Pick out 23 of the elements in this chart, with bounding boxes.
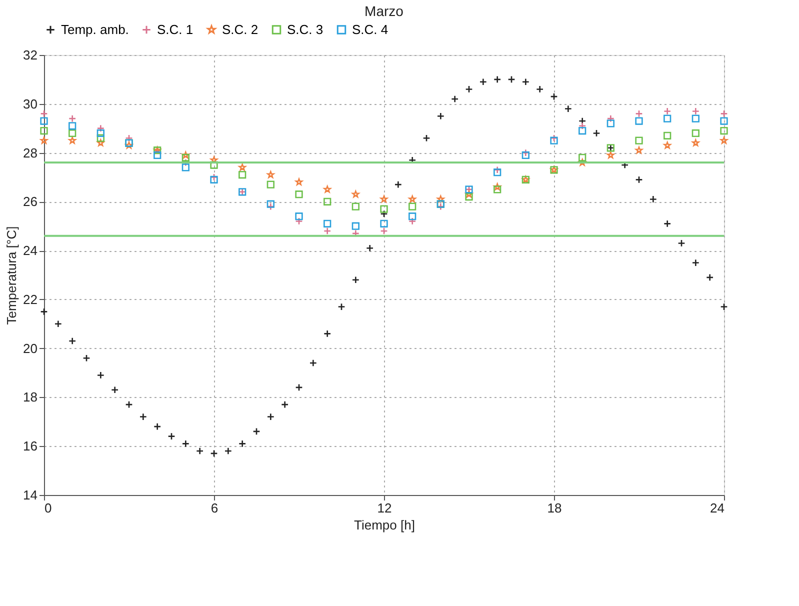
y-tick-label: 32: [23, 48, 38, 62]
y-tick-label: 16: [23, 438, 38, 454]
y-tick-label: 22: [23, 292, 38, 307]
y-tick-label: 30: [23, 96, 38, 112]
x-tick-label: 6: [210, 500, 218, 516]
legend-label: Temp. amb.: [61, 22, 129, 37]
x-tick-label: 18: [547, 500, 562, 516]
y-tick-label: 18: [23, 390, 38, 405]
y-tick-label: 14: [23, 488, 38, 502]
y-axis-title: Temperatura [°C]: [4, 226, 20, 325]
x-tick-label: 12: [377, 500, 392, 516]
x-tick-label: 0: [44, 500, 52, 516]
chart-title: Marzo: [364, 3, 404, 19]
legend-label: S.C. 1: [157, 22, 194, 37]
x-tick-label: 24: [710, 500, 724, 516]
legend-label: S.C. 3: [287, 22, 324, 37]
legend-label: S.C. 2: [222, 22, 258, 37]
y-tick-label: 28: [23, 145, 38, 160]
y-tick-label: 26: [23, 194, 38, 210]
x-axis-title: Tiempo [h]: [354, 518, 415, 532]
y-tick-label: 24: [23, 243, 38, 258]
legend-label: S.C. 4: [352, 22, 388, 37]
y-tick-label: 20: [23, 340, 38, 356]
